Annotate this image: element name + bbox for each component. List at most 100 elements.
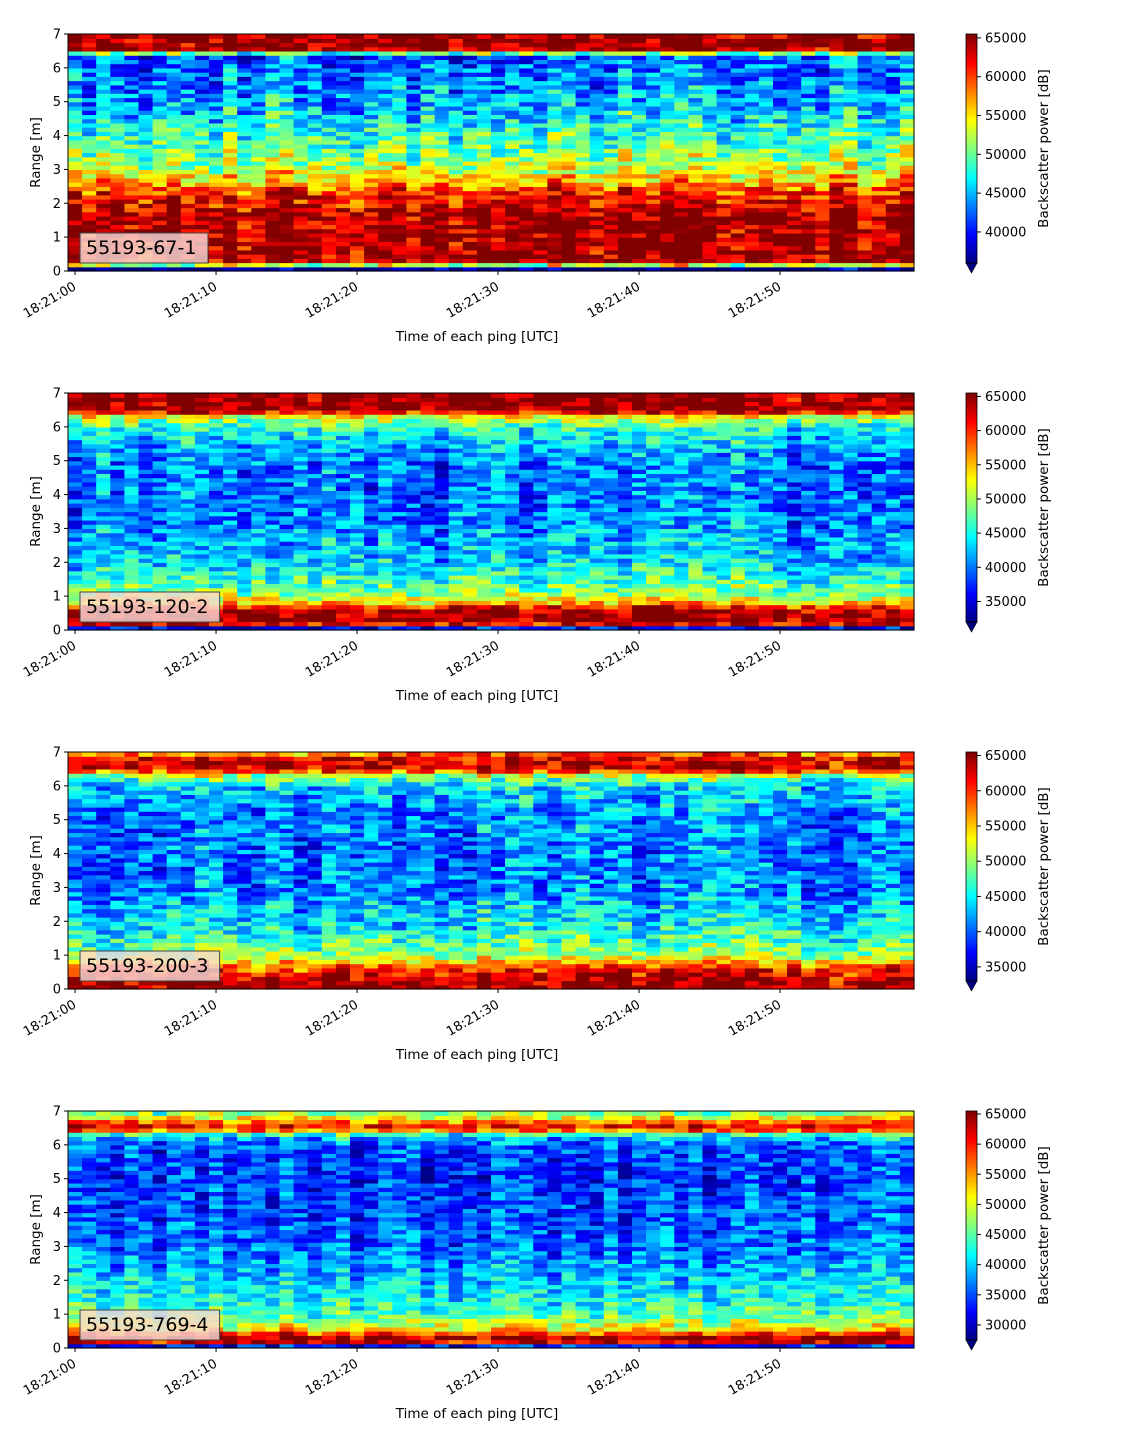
heatmap-cell bbox=[801, 89, 816, 94]
heatmap-cell bbox=[68, 105, 83, 111]
heatmap-cell bbox=[279, 426, 295, 432]
heatmap-cell bbox=[82, 228, 97, 234]
heatmap-cell bbox=[773, 122, 788, 128]
heatmap-cell bbox=[716, 241, 732, 247]
heatmap-cell bbox=[209, 203, 224, 209]
heatmap-cell bbox=[617, 59, 633, 65]
heatmap-cell bbox=[519, 110, 534, 116]
heatmap-cell bbox=[476, 199, 492, 204]
heatmap-cell bbox=[209, 144, 224, 149]
heatmap-cell bbox=[279, 596, 295, 601]
heatmap-cell bbox=[392, 199, 407, 204]
heatmap-cell bbox=[646, 245, 661, 251]
heatmap-cell bbox=[279, 549, 295, 555]
heatmap-cell bbox=[378, 574, 393, 580]
heatmap-cell bbox=[476, 207, 492, 213]
heatmap-cell bbox=[96, 464, 111, 470]
heatmap-cell bbox=[575, 127, 591, 132]
heatmap-cell bbox=[110, 72, 125, 77]
heatmap-cell bbox=[82, 566, 97, 572]
heatmap-cell bbox=[829, 228, 845, 234]
heatmap-cell bbox=[335, 426, 351, 432]
heatmap-cell bbox=[335, 139, 351, 145]
heatmap-cell bbox=[744, 152, 760, 158]
heatmap-cell bbox=[166, 519, 182, 525]
heatmap-cell bbox=[110, 173, 125, 179]
heatmap-cell bbox=[899, 165, 915, 171]
heatmap-cell bbox=[321, 456, 337, 462]
heatmap-cell bbox=[237, 34, 252, 39]
heatmap-cell bbox=[350, 131, 365, 137]
heatmap-cell bbox=[434, 156, 450, 162]
heatmap-cell bbox=[561, 42, 577, 48]
heatmap-cell bbox=[166, 50, 182, 56]
heatmap-cell bbox=[307, 439, 323, 445]
heatmap-cell bbox=[138, 122, 154, 128]
heatmap-cell bbox=[462, 76, 478, 82]
heatmap-cell bbox=[321, 549, 337, 555]
heatmap-cell bbox=[350, 519, 365, 525]
heatmap-cell bbox=[744, 89, 760, 94]
heatmap-cell bbox=[899, 215, 915, 221]
heatmap-cell bbox=[321, 414, 337, 419]
heatmap-cell bbox=[124, 553, 140, 559]
heatmap-cell bbox=[505, 203, 520, 209]
heatmap-cell bbox=[251, 237, 266, 242]
heatmap-cell bbox=[138, 203, 154, 209]
heatmap-cell bbox=[96, 160, 111, 166]
heatmap-cell bbox=[603, 224, 619, 230]
heatmap-cell bbox=[420, 625, 436, 631]
heatmap-cell bbox=[603, 127, 619, 132]
heatmap-cell bbox=[251, 545, 266, 551]
heatmap-cell bbox=[110, 532, 125, 538]
heatmap-cell bbox=[533, 127, 548, 132]
heatmap-cell bbox=[547, 190, 563, 196]
heatmap-cell bbox=[68, 232, 83, 238]
heatmap-cell bbox=[378, 414, 393, 419]
heatmap-cell bbox=[420, 414, 436, 419]
heatmap-cell bbox=[209, 570, 224, 576]
heatmap-cell bbox=[321, 503, 337, 508]
heatmap-cell bbox=[378, 84, 393, 90]
heatmap-cell bbox=[448, 127, 464, 132]
heatmap-cell bbox=[758, 67, 774, 73]
heatmap-cell bbox=[674, 262, 689, 268]
heatmap-cell bbox=[68, 498, 83, 504]
heatmap-cell bbox=[223, 63, 238, 69]
heatmap-cell bbox=[519, 228, 534, 234]
heatmap-cell bbox=[406, 481, 422, 487]
heatmap-cell bbox=[857, 89, 873, 94]
heatmap-cell bbox=[378, 139, 393, 145]
heatmap-cell bbox=[406, 59, 422, 65]
heatmap-cell bbox=[180, 211, 196, 217]
heatmap-cell bbox=[350, 443, 365, 449]
heatmap-cell bbox=[335, 587, 351, 593]
heatmap-cell bbox=[787, 80, 802, 86]
heatmap-cell bbox=[194, 562, 210, 568]
heatmap-cell bbox=[392, 617, 407, 623]
heatmap-cell bbox=[674, 237, 689, 242]
heatmap-cell bbox=[829, 114, 845, 120]
heatmap-cell bbox=[392, 604, 407, 610]
heatmap-cell bbox=[194, 228, 210, 234]
heatmap-cell bbox=[744, 76, 760, 82]
colorbar-frame bbox=[965, 33, 978, 264]
heatmap-cell bbox=[730, 237, 746, 242]
heatmap-cell bbox=[96, 473, 111, 479]
heatmap-cell bbox=[82, 426, 97, 432]
heatmap-cell bbox=[293, 38, 309, 44]
heatmap-cell bbox=[589, 34, 605, 39]
heatmap-cell bbox=[885, 97, 901, 103]
heatmap-cell bbox=[194, 490, 210, 496]
heatmap-cell bbox=[561, 110, 577, 116]
heatmap-cell bbox=[730, 224, 746, 230]
heatmap-cell bbox=[68, 186, 83, 192]
heatmap-cell bbox=[321, 237, 337, 242]
heatmap-cell bbox=[716, 220, 732, 226]
heatmap-cell bbox=[350, 139, 365, 145]
heatmap-cell bbox=[279, 481, 295, 487]
heatmap-cell bbox=[194, 211, 210, 217]
heatmap-cell bbox=[801, 220, 816, 226]
heatmap-cell bbox=[829, 241, 845, 247]
heatmap-cell bbox=[350, 59, 365, 65]
